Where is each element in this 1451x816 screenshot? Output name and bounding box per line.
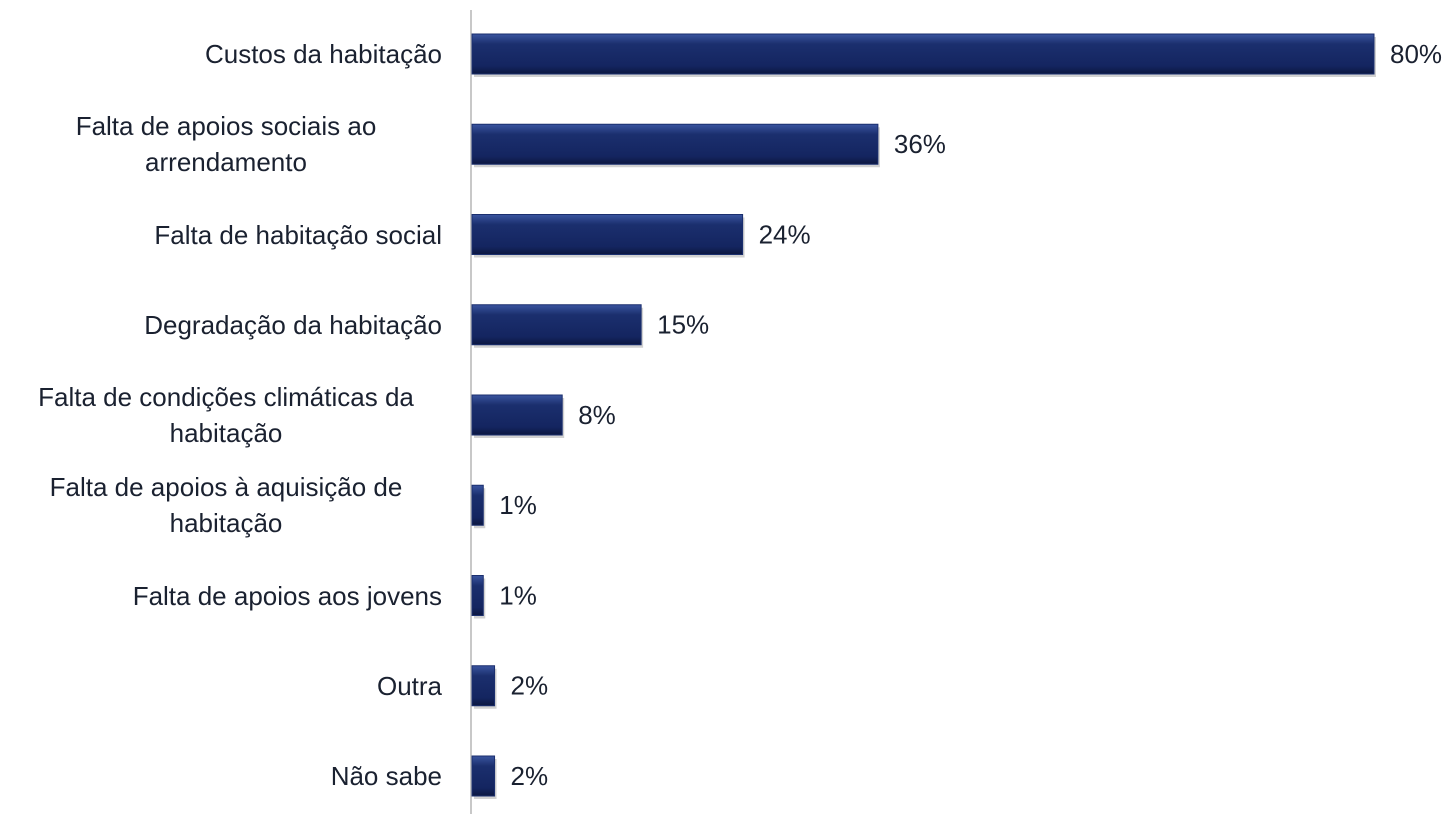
bar <box>471 575 484 616</box>
bar <box>471 33 1375 75</box>
category-label: Custos da habitação <box>204 39 442 69</box>
category-label: Falta de apoios à aquisição de habitação <box>49 472 403 539</box>
category-label-box: Falta de apoios aos jovens <box>0 556 442 636</box>
value-label: 15% <box>657 310 709 340</box>
bar <box>471 123 879 165</box>
bar <box>471 214 744 255</box>
value-label: 2% <box>511 761 549 791</box>
value-label: 80% <box>1390 39 1442 69</box>
category-label: Não sabe <box>330 761 442 791</box>
value-label: 8% <box>578 400 616 430</box>
bar <box>471 665 496 707</box>
category-label: Degradação da habitação <box>144 309 442 340</box>
bar <box>471 484 484 526</box>
category-label: Falta de condições climáticas da habitaç… <box>38 382 414 448</box>
value-label: 24% <box>759 219 811 249</box>
category-label-box: Falta de apoios à aquisição de habitação <box>0 465 442 545</box>
category-label: Falta de habitação social <box>154 219 442 250</box>
bar <box>471 394 563 436</box>
category-label-box: Outra <box>0 646 442 726</box>
category-label-box: Custos da habitação <box>0 14 442 94</box>
category-label: Falta de apoios sociais ao arrendamento <box>75 111 377 178</box>
value-label: 36% <box>894 129 946 159</box>
value-label: 1% <box>499 580 537 610</box>
category-label: Outra <box>376 670 442 701</box>
value-label: 2% <box>511 671 549 701</box>
value-label: 1% <box>499 490 537 520</box>
category-label: Falta de apoios aos jovens <box>132 580 442 611</box>
bar <box>471 304 642 346</box>
category-label-box: Não sabe <box>0 736 442 816</box>
category-label-box: Falta de habitação social <box>0 195 442 275</box>
category-label-box: Falta de condições climáticas da habitaç… <box>0 375 442 455</box>
category-label-box: Degradação da habitação <box>0 285 442 365</box>
category-label-box: Falta de apoios sociais ao arrendamento <box>0 104 442 184</box>
bar <box>471 755 496 797</box>
